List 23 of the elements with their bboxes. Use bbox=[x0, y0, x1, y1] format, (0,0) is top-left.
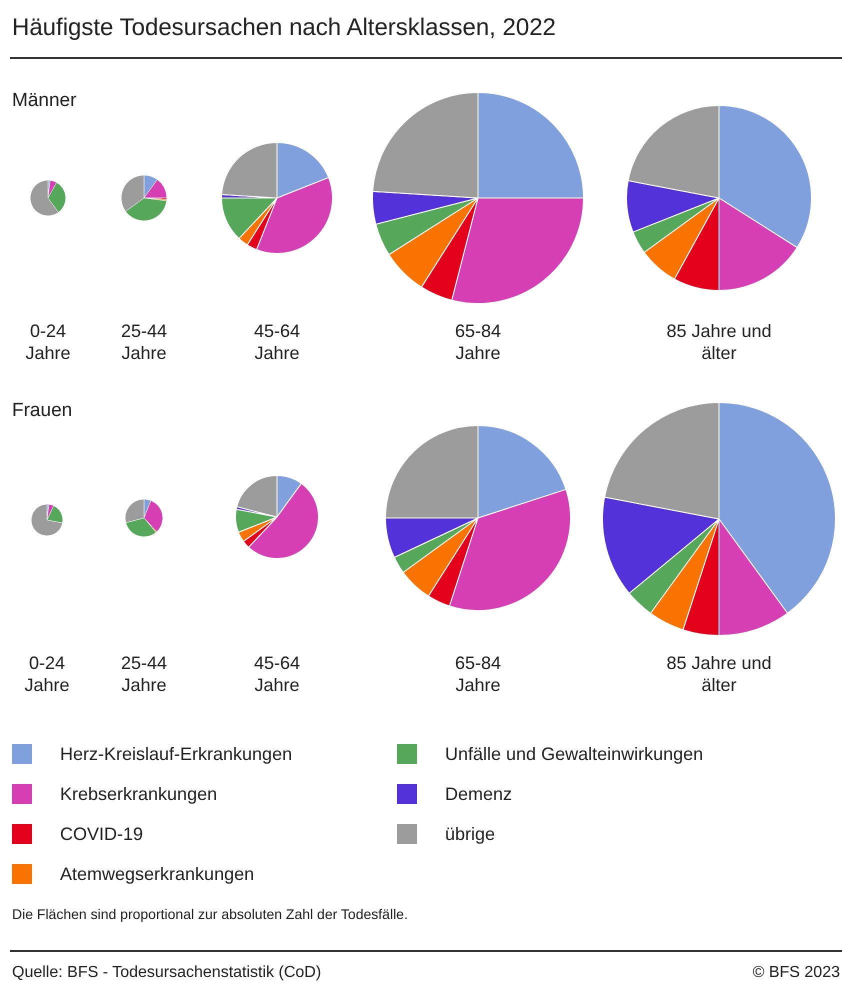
legend-label: Unfälle und Gewalteinwirkungen bbox=[445, 744, 704, 764]
text: 25-44 Jahre bbox=[120, 320, 168, 364]
legend-label: COVID-19 bbox=[60, 824, 144, 844]
text: 0-24 Jahre bbox=[24, 320, 72, 364]
legend-label: Demenz bbox=[445, 784, 512, 804]
legend-label: Atemwegserkrankungen bbox=[60, 864, 254, 884]
text: 85 Jahre und älter bbox=[665, 320, 773, 364]
text: Die Flächen sind proportional zur absoluten Zahl der Todesfälle. bbox=[12, 906, 408, 922]
legend-label: Herz-Kreislauf-Erkrankungen bbox=[60, 744, 292, 764]
text: 45-64 Jahre bbox=[252, 652, 302, 696]
chart-title: Häufigste Todesursachen nach Altersklassen, 2022 bbox=[12, 14, 556, 42]
text: 45-64 Jahre bbox=[252, 320, 302, 364]
legend-label: übrige bbox=[445, 824, 496, 844]
source-note: Quelle: BFS - Todesursachenstatistik (CoD) bbox=[12, 964, 322, 982]
text: 25-44 Jahre bbox=[120, 652, 168, 696]
chart-subtitle: Männer bbox=[12, 90, 76, 112]
text: 65-84 Jahre bbox=[454, 652, 502, 696]
text: 85 Jahre und älter bbox=[665, 652, 773, 696]
chart-subtitle: Frauen bbox=[12, 400, 72, 422]
text: 0-24 Jahre bbox=[23, 652, 71, 696]
text: © BFS 2023 bbox=[752, 964, 840, 982]
text: 65-84 Jahre bbox=[454, 320, 502, 364]
legend-label: Krebserkrankungen bbox=[60, 784, 218, 804]
